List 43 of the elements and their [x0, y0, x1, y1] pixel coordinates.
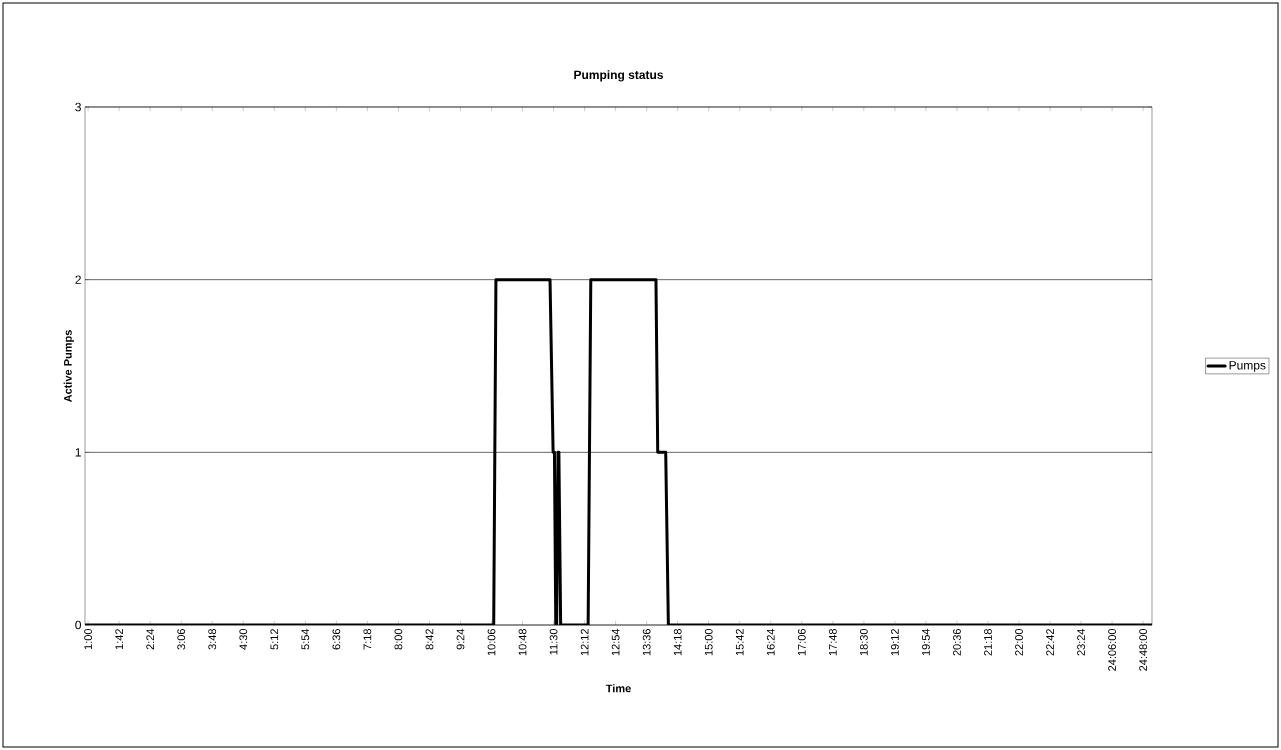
x-tick-label: 3:48	[208, 629, 217, 650]
x-tick-label: 24:06:00	[1108, 628, 1116, 671]
x-tick-label: 2:24	[146, 628, 155, 650]
y-tick-label: 2	[75, 275, 81, 284]
x-tick-label: 22:42	[1046, 629, 1054, 656]
x-tick-label: 3:06	[177, 629, 186, 650]
x-tick-label: 16:24	[766, 628, 775, 656]
x-tick-label: 1:42	[115, 629, 123, 650]
x-tick-label: 5:12	[270, 629, 279, 650]
chart-title: Pumping status	[574, 70, 664, 82]
x-tick-label: 8:42	[425, 629, 434, 650]
x-tick-label: 17:48	[828, 629, 837, 656]
x-tick-label: 12:54	[611, 628, 620, 656]
x-tick-label: 17:06	[797, 629, 806, 656]
x-tick-label: 15:42	[735, 629, 744, 656]
legend-label: Pumps	[1229, 361, 1266, 372]
x-tick-label: 1:00	[84, 628, 92, 650]
x-tick-label: 20:36	[953, 629, 961, 656]
x-tick-label: 19:12	[891, 629, 899, 656]
x-axis-title: Time	[605, 684, 631, 693]
x-tick-label: 23:24	[1077, 628, 1085, 656]
x-tick-label: 13:36	[642, 629, 651, 656]
y-axis-title: Active Pumps	[63, 330, 74, 403]
x-tick-label: 14:18	[673, 629, 682, 656]
y-tick-label: 1	[75, 448, 81, 457]
x-tick-label: 24:48:00	[1139, 628, 1148, 671]
y-tick-label: 0	[75, 620, 82, 630]
x-tick-label: 18:30	[859, 628, 868, 656]
x-tick-label: 22:00	[1015, 628, 1023, 656]
x-tick-label: 6:36	[332, 629, 341, 650]
x-tick-label: 8:00	[394, 628, 403, 650]
x-tick-label: 21:18	[984, 629, 992, 656]
x-tick-label: 9:24	[456, 628, 465, 650]
x-tick-label: 5:54	[301, 628, 310, 650]
y-tick-label: 3	[75, 102, 81, 112]
x-tick-label: 12:12	[580, 629, 589, 656]
x-tick-label: 11:30	[549, 628, 558, 655]
x-tick-label: 10:48	[518, 629, 527, 656]
x-tick-label: 15:00	[704, 628, 713, 656]
x-tick-label: 19:54	[922, 628, 930, 656]
x-tick-label: 10:06	[487, 629, 496, 656]
x-tick-label: 4:30	[239, 628, 248, 650]
x-tick-label: 7:18	[363, 629, 372, 650]
